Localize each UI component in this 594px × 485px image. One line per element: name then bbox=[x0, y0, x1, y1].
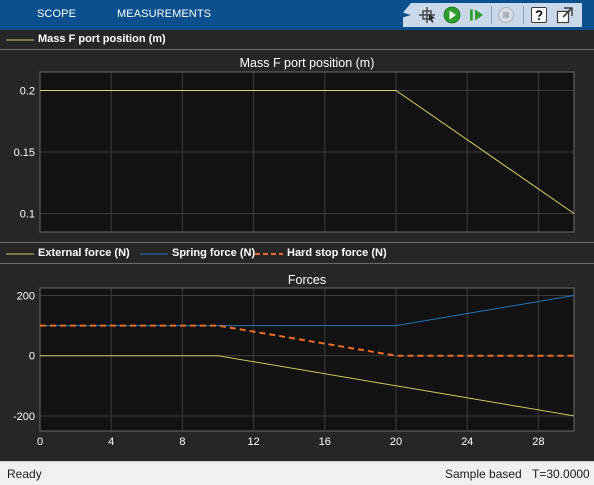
legend-label: Mass F port position (m) bbox=[38, 33, 166, 45]
x-tick-label: 16 bbox=[319, 436, 331, 448]
toolbar-separator bbox=[523, 6, 524, 24]
legend-swatch bbox=[6, 253, 34, 255]
undock-icon[interactable] bbox=[556, 6, 574, 24]
legend-label: Spring force (N) bbox=[172, 247, 256, 259]
position-plot: Mass F port position (m) 0.1 0.15 0.2 bbox=[14, 56, 575, 233]
plot-area bbox=[40, 288, 574, 431]
x-tick-label: 20 bbox=[390, 436, 402, 448]
plot-border bbox=[39, 287, 575, 432]
legend-swatch bbox=[255, 253, 283, 255]
y-tick-label: 200 bbox=[17, 291, 35, 303]
legend-divider bbox=[0, 263, 594, 264]
x-tick-label: 24 bbox=[461, 436, 473, 448]
y-tick-label: 0.1 bbox=[20, 209, 35, 221]
toolbar-separator bbox=[491, 6, 492, 24]
status-time: T=30.0000 bbox=[532, 467, 590, 481]
quick-access-toolbar bbox=[403, 3, 582, 27]
x-tick-label: 8 bbox=[179, 436, 185, 448]
legend-label: Hard stop force (N) bbox=[287, 247, 387, 259]
y-tick-label: 0.2 bbox=[20, 85, 35, 97]
plot-border bbox=[39, 71, 575, 233]
help-icon[interactable] bbox=[530, 6, 548, 24]
x-tick-label: 28 bbox=[532, 436, 544, 448]
status-ready: Ready bbox=[7, 467, 42, 481]
forces-plot: Forces 0 4 8 12 16 20 24 28 -200 0 200 bbox=[13, 273, 575, 448]
legend-swatch bbox=[140, 253, 168, 255]
status-sample-mode: Sample based bbox=[445, 467, 522, 481]
highlight-simulink-block-icon[interactable] bbox=[418, 6, 436, 24]
legend-swatch bbox=[6, 39, 34, 41]
x-tick-label: 0 bbox=[37, 436, 43, 448]
scope-toolbar: SCOPE MEASUREMENTS bbox=[0, 0, 594, 30]
stop-icon[interactable] bbox=[497, 6, 515, 24]
series-line bbox=[40, 355, 575, 417]
legend-divider bbox=[0, 49, 594, 50]
step-forward-icon[interactable] bbox=[468, 6, 486, 24]
plot-divider bbox=[0, 242, 594, 243]
y-tick-label: 0.15 bbox=[14, 147, 35, 159]
y-tick-label: 0 bbox=[29, 351, 35, 363]
run-icon[interactable] bbox=[443, 6, 461, 24]
plot-title: Mass F port position (m) bbox=[240, 56, 375, 70]
legend-strip-position: Mass F port position (m) bbox=[0, 30, 594, 50]
tab-scope[interactable]: SCOPE bbox=[37, 8, 77, 20]
legend-strip-forces: External force (N) Spring force (N) Hard s… bbox=[0, 243, 594, 263]
x-tick-label: 12 bbox=[247, 436, 259, 448]
series-line bbox=[40, 90, 575, 214]
x-tick-label: 4 bbox=[108, 436, 114, 448]
series-line bbox=[40, 295, 575, 327]
tab-measurements[interactable]: MEASUREMENTS bbox=[117, 8, 212, 20]
status-bar: Ready Sample based T=30.0000 bbox=[0, 461, 594, 485]
y-tick-label: -200 bbox=[13, 411, 35, 423]
plot-title: Forces bbox=[288, 273, 326, 287]
legend-label: External force (N) bbox=[38, 247, 130, 259]
